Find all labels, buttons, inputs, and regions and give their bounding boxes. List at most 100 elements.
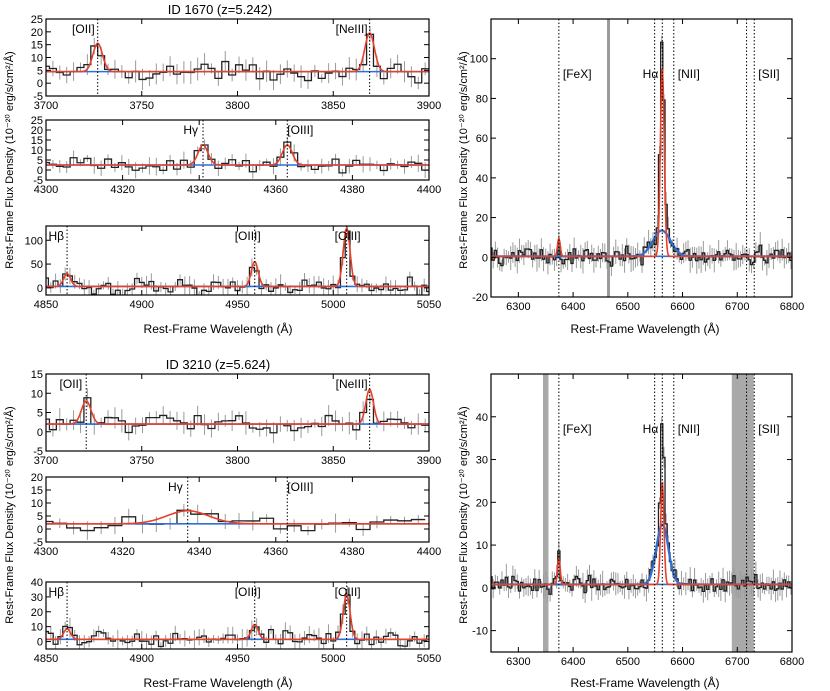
spectrum-series xyxy=(46,33,429,84)
y-tick-label: 100 xyxy=(470,54,488,66)
x-tick-label: 6300 xyxy=(506,656,530,668)
y-tick-label: 0 xyxy=(37,637,43,649)
line-label: [OIII] xyxy=(235,229,261,243)
sky-mask xyxy=(542,374,549,652)
x-tick-label: 5000 xyxy=(321,299,345,311)
line-label: Hγ xyxy=(168,480,183,494)
y-tick-label: -5 xyxy=(33,175,43,187)
line-label: [OII] xyxy=(60,377,83,391)
y-tick-label: 20 xyxy=(31,125,43,137)
x-tick-label: 3750 xyxy=(130,100,154,112)
x-tick-label: 6800 xyxy=(780,301,804,313)
line-label: Hβ xyxy=(48,585,64,599)
x-tick-label: 4850 xyxy=(34,653,58,665)
line-label: [NII] xyxy=(678,422,700,436)
y-tick-label: 10 xyxy=(31,53,43,65)
y-tick-label: -10 xyxy=(472,626,488,638)
panels-layer: [OII] [NeIII]3700 3750 3800 3850 3900-5051015… xyxy=(25,14,805,668)
x-tick-label: 4850 xyxy=(34,299,58,311)
y-tick-label: -5 xyxy=(33,91,43,103)
x-tick-label: 6400 xyxy=(561,656,585,668)
y-tick-label: 15 xyxy=(31,369,43,381)
ylabel-right-3210: Rest-Frame Flux Density (10⁻²⁰ erg/s/cm²… xyxy=(457,406,470,623)
fit-series xyxy=(46,144,429,166)
x-tick-label: 3900 xyxy=(417,100,441,112)
line-label: [SII] xyxy=(758,67,779,81)
panel-3-plot xyxy=(491,19,792,297)
y-tick-label: 40 xyxy=(476,412,488,424)
x-tick-label: 6600 xyxy=(670,656,694,668)
x-tick-label: 6700 xyxy=(725,656,749,668)
line-label: [OIII] xyxy=(335,585,361,599)
xlabel-left-1670: Rest-Frame Wavelength (Å) xyxy=(144,321,293,336)
panel-frame xyxy=(45,476,430,543)
y-tick-label: 0 xyxy=(37,283,43,295)
ylabel-left-1670: Rest-Frame Flux Density (10⁻²⁰ erg/s/cm²… xyxy=(3,51,16,268)
x-tick-label: 4400 xyxy=(417,184,441,196)
y-tick-label: 80 xyxy=(476,93,488,105)
y-tick-label: 5 xyxy=(37,65,43,77)
x-tick-label: 3900 xyxy=(417,455,441,467)
y-tick-label: 0 xyxy=(37,427,43,439)
fit-series xyxy=(46,594,429,641)
panel-0: [OII] [NeIII] 3700 3750 3800 3850 3900 -5051015… xyxy=(31,14,441,112)
y-tick-label: 0 xyxy=(482,583,488,595)
y-tick-label: -5 xyxy=(33,446,43,458)
y-tick-label: 10 xyxy=(31,498,43,510)
y-tick-label: 15 xyxy=(31,135,43,147)
line-label: [NeIII] xyxy=(336,22,368,36)
spectrum-series xyxy=(46,397,429,434)
y-tick-label: 20 xyxy=(31,472,43,484)
panel-frame xyxy=(490,18,793,298)
y-tick-label: 40 xyxy=(31,577,43,589)
panel-6: Hβ [OIII] [OIII] 4850 4900 4950 5000 5050 0 10 20 3… xyxy=(31,577,441,665)
line-label: Hγ xyxy=(183,123,198,137)
spectrum-series xyxy=(46,509,426,532)
y-tick-label: -5 xyxy=(33,537,43,549)
x-tick-label: 3850 xyxy=(321,100,345,112)
y-tick-label: 25 xyxy=(31,14,43,26)
x-tick-label: 4950 xyxy=(225,653,249,665)
ylabel-right-1670: Rest-Frame Flux Density (10⁻²⁰ erg/s/cm²… xyxy=(457,51,470,268)
fit-series xyxy=(491,67,792,258)
line-label: Hα xyxy=(643,67,659,81)
y-tick-label: 20 xyxy=(31,607,43,619)
x-tick-label: 6500 xyxy=(616,301,640,313)
y-tick-label: 25 xyxy=(31,115,43,127)
fit-series xyxy=(46,388,429,425)
x-tick-label: 4340 xyxy=(187,184,211,196)
line-label: [OIII] xyxy=(335,229,361,243)
panel-5-plot xyxy=(46,504,429,540)
y-tick-label: 30 xyxy=(476,455,488,467)
panel-frame xyxy=(490,373,793,653)
panel-5: Hγ [OIII] 4300 4320 4340 4360 4380 4400 -5051015… xyxy=(31,472,441,558)
y-tick-label: 5 xyxy=(37,511,43,523)
panel-6-plot xyxy=(46,585,429,649)
line-label: [SII] xyxy=(758,422,779,436)
x-tick-label: 4360 xyxy=(264,184,288,196)
x-tick-label: 3850 xyxy=(321,455,345,467)
line-label: [NII] xyxy=(678,67,700,81)
line-label: [OII] xyxy=(72,22,95,36)
fit-series xyxy=(46,32,429,73)
line-label: [OIII] xyxy=(235,585,261,599)
x-tick-label: 4340 xyxy=(187,546,211,558)
fit-series xyxy=(46,509,429,525)
x-tick-label: 3800 xyxy=(225,455,249,467)
y-tick-label: 10 xyxy=(31,622,43,634)
y-tick-label: 100 xyxy=(25,235,43,247)
y-tick-label: 40 xyxy=(476,173,488,185)
y-tick-label: 60 xyxy=(476,133,488,145)
y-tick-label: 50 xyxy=(31,259,43,271)
x-tick-label: 6700 xyxy=(725,301,749,313)
panel-7: [FeX] Hα [NII] [SII] 6300 6400 6500 6600 6700 680… xyxy=(472,373,804,668)
panel-7-plot xyxy=(491,374,792,652)
y-tick-label: 0 xyxy=(37,524,43,536)
fit-series xyxy=(491,481,792,586)
y-tick-label: 0 xyxy=(37,165,43,177)
x-tick-label: 5000 xyxy=(321,653,345,665)
panel-4-plot xyxy=(46,388,429,444)
sky-mask xyxy=(607,19,611,297)
panel-1: Hγ [OIII] 4300 4320 4340 4360 4380 4400 -5051015… xyxy=(31,115,441,196)
